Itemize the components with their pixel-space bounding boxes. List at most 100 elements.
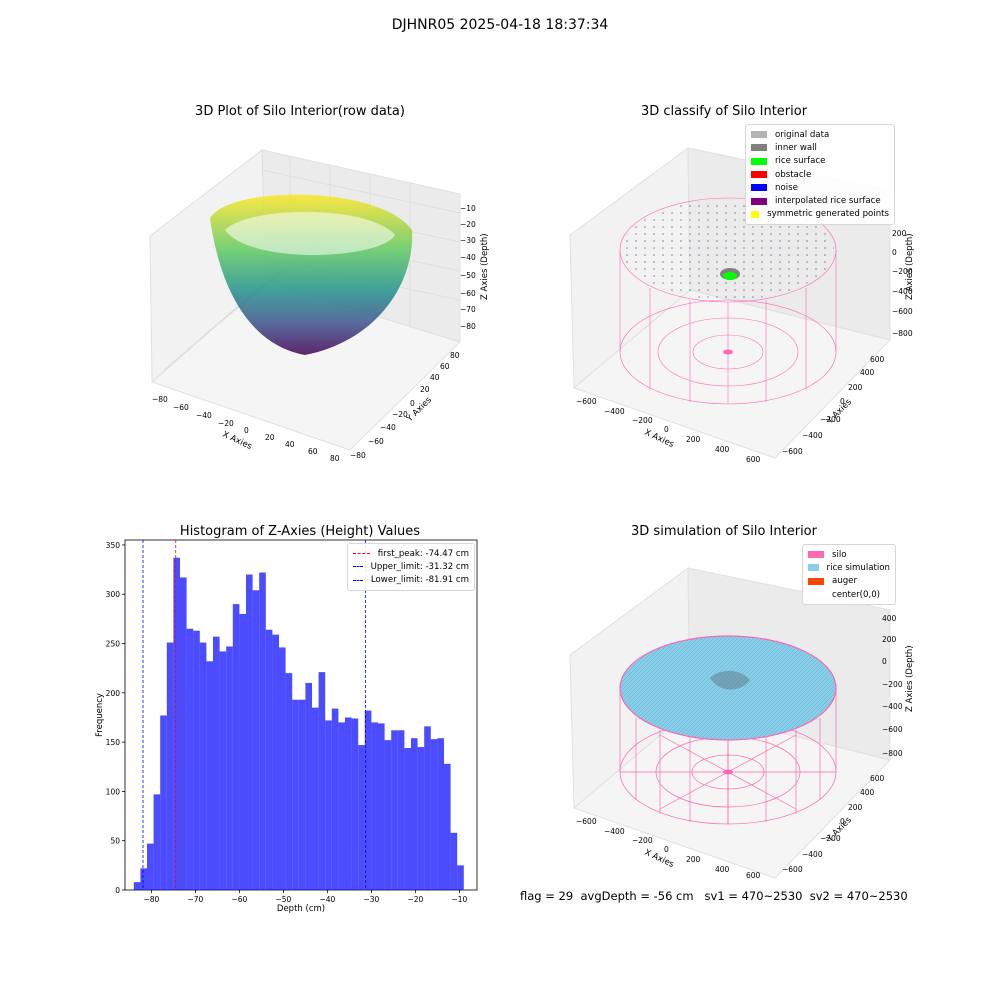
legend-swatch [751, 157, 767, 165]
legend-item: rice surface [751, 155, 889, 168]
histogram-title: Histogram of Z-Axies (Height) Values [179, 524, 421, 539]
legend-label: symmetric generated points [767, 209, 889, 220]
sim-ytick: −600 [782, 865, 803, 874]
legend-item: first_peak: -74.47 cm [353, 547, 469, 560]
histogram-bar [450, 832, 458, 890]
histogram-bars [133, 557, 464, 890]
classify-ytick: −600 [782, 447, 803, 456]
legend-item: symmetric generated points [751, 208, 889, 221]
histogram-bar [384, 740, 392, 890]
histogram-bar [358, 745, 365, 890]
raw-ylabel: Y Axies [404, 395, 434, 425]
histogram-bar [404, 748, 411, 890]
sim-ztick: 400 [882, 614, 897, 623]
legend-swatch [751, 210, 760, 218]
histogram-bar [305, 682, 312, 890]
legend-swatch [808, 591, 824, 598]
raw-3d-axes: −80 −60 −40 −20 0 20 40 60 80 −80 −60 −4… [149, 149, 490, 463]
histogram-ytick-label: 150 [106, 738, 121, 747]
histogram-bar [239, 613, 246, 890]
histogram-bar [147, 843, 154, 890]
legend-swatch [751, 184, 767, 192]
histogram-bar [265, 629, 273, 890]
sim-ztick: 200 [882, 635, 897, 644]
classify-xtick: 0 [664, 425, 669, 434]
histogram-bar [298, 699, 306, 890]
legend-label: interpolated rice surface [775, 196, 881, 207]
classify-ytick: −400 [802, 431, 823, 440]
histogram-bar [325, 720, 332, 890]
sim-ztick: −400 [882, 702, 903, 711]
raw-ytick: −60 [368, 437, 384, 446]
histogram-bar [213, 636, 220, 890]
classify-xtick: 400 [715, 445, 730, 454]
histogram-xtick-label: −40 [319, 895, 335, 904]
classify-center-mark [723, 349, 733, 355]
legend-item: center(0,0) [808, 588, 890, 601]
raw-zlabel: Z Axies (Depth) [480, 233, 490, 300]
histogram-xtick-label: −80 [143, 895, 159, 904]
raw-ytick: −80 [350, 451, 366, 460]
figure-suptitle: DJHNR05 2025-04-18 18:37:34 [391, 17, 609, 33]
legend-swatch [751, 131, 767, 139]
histogram-ylabel: Frequency [95, 693, 105, 737]
classify-ytick: 600 [870, 355, 885, 364]
sim-center-mark [723, 769, 733, 775]
histogram-legend: first_peak: -74.47 cm Upper_limit: -31.3… [347, 543, 475, 591]
simulation-3d-axes: −600 −400 −200 0 200 400 600 −600 −400 −… [569, 567, 915, 880]
histogram-bar [252, 590, 260, 890]
sim-xlabel: X Axies [643, 848, 676, 871]
raw-xlabel: X Axies [221, 430, 254, 453]
classify-xtick: −400 [604, 407, 625, 416]
histogram-bar [246, 574, 253, 890]
raw-ytick: 60 [440, 362, 450, 371]
raw-ytick: −40 [380, 423, 396, 432]
legend-label: first_peak: -74.47 cm [377, 548, 469, 559]
histogram-bar [206, 661, 213, 890]
legend-item: inner wall [751, 141, 889, 154]
histogram-xtick-label: −60 [231, 895, 247, 904]
histogram-xticks: −80 −70 −60 −50 −40 −30 −20 −10 [143, 890, 468, 904]
status-line: flag = 29 avgDepth = -56 cm sv1 = 470~25… [520, 889, 908, 903]
classify-floor-pane [573, 289, 891, 459]
histogram-ytick-label: 100 [106, 787, 121, 796]
classify-zlabel: Z Axies (Depth) [905, 233, 915, 300]
histogram-bar [430, 739, 438, 890]
legend-swatch [751, 171, 767, 179]
histogram-ytick-label: 0 [115, 886, 120, 895]
legend-label: original data [775, 129, 830, 140]
raw-xtick: 40 [285, 440, 295, 449]
histogram-bar [318, 672, 326, 890]
histogram-ytick-label: 200 [106, 689, 121, 698]
histogram-ytick-label: 350 [106, 541, 121, 550]
raw-ztick: −20 [460, 220, 476, 229]
classify-ytick: 400 [860, 368, 875, 377]
classify-ytick: 200 [848, 383, 863, 392]
raw-ztick: −70 [460, 305, 476, 314]
histogram-xlabel: Depth (cm) [277, 904, 325, 914]
sim-ytick: 200 [848, 803, 863, 812]
sim-floor-pane [573, 709, 891, 879]
legend-swatch [808, 564, 819, 572]
raw-ztick: −60 [460, 289, 476, 298]
histogram-vlines [142, 540, 366, 890]
raw-ztick: −10 [460, 204, 476, 213]
classify-ztick: −600 [892, 307, 913, 316]
sim-ytick: 0 [840, 817, 845, 826]
simulation-plot-title: 3D simulation of Silo Interior [631, 524, 817, 539]
simulation-legend: silo rice simulation auger center(0,0) [802, 544, 896, 606]
raw-ytick: 80 [450, 351, 460, 360]
histogram-bar [417, 747, 425, 890]
legend-label: center(0,0) [832, 589, 881, 600]
raw-xtick: 20 [265, 433, 275, 442]
histogram-ytick-label: 50 [110, 837, 120, 846]
histogram-bar [345, 717, 352, 890]
histogram-bar [437, 738, 444, 890]
classify-ytick: −200 [820, 415, 841, 424]
raw-plot-title: 3D Plot of Silo Interior(row data) [195, 104, 405, 119]
histogram-bar [411, 738, 418, 890]
histogram-bar [457, 865, 464, 890]
histogram-xtick-label: −50 [275, 895, 291, 904]
histogram-bar [186, 628, 194, 890]
histogram-bar [378, 723, 385, 890]
